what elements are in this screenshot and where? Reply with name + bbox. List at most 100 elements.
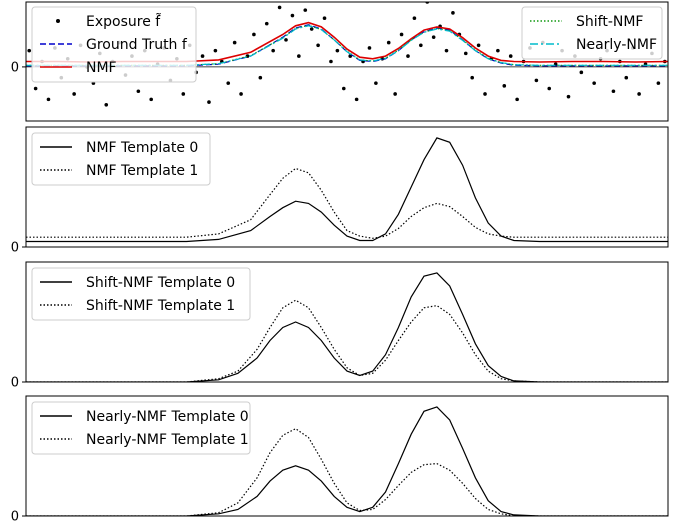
y-tick-label: 0: [11, 510, 19, 521]
legend-label: Ground Truth f: [86, 37, 188, 53]
data-point: [579, 70, 584, 75]
data-point: [181, 92, 186, 96]
legend-label: NMF Template 0: [86, 140, 198, 156]
axes-frame: [25, 126, 669, 248]
panel-top: 0 Exposure f̃ Ground Truth f NMF Shift-NMF Ne…: [11, 1, 669, 122]
data-point: [412, 16, 417, 21]
data-point: [277, 5, 282, 10]
data-point: [483, 92, 487, 96]
data-point: [637, 92, 641, 96]
data-point: [656, 81, 661, 85]
data-point: [547, 86, 552, 91]
data-point: [341, 86, 346, 91]
legend-label: Nearly-NMF Template 1: [86, 432, 249, 448]
data-point: [444, 48, 449, 53]
data-point: [496, 48, 500, 53]
data-point: [252, 32, 256, 37]
data-point: [406, 54, 410, 58]
legend: Exposure f̃ Ground Truth f NMF: [31, 6, 197, 83]
data-point: [226, 81, 231, 85]
data-point: [386, 40, 391, 45]
legend-label: NMF: [86, 60, 117, 76]
axes-frame: [25, 261, 669, 383]
data-point: [207, 100, 211, 104]
plot-area: [26, 406, 668, 516]
data-point: [290, 13, 295, 18]
legend-label: Shift-NMF Template 1: [86, 298, 235, 314]
y-tick-label: 0: [11, 60, 19, 75]
data-point: [239, 92, 243, 96]
legend-label: Exposure f̃: [86, 13, 161, 30]
legend: Nearly-NMF Template 0 Nearly-NMF Template…: [31, 401, 251, 455]
data-point: [451, 11, 455, 15]
plot-area: [26, 137, 668, 243]
data-point: [502, 84, 507, 88]
legend: Shift-NMF Nearly-NMF: [521, 6, 663, 60]
data-point: [303, 8, 308, 12]
legend-label: Nearly-NMF: [576, 37, 657, 53]
data-point: [367, 46, 372, 50]
data-point: [335, 48, 340, 53]
axes-frame: [25, 395, 669, 517]
legend-box: [31, 6, 197, 83]
legend-marker: [56, 19, 60, 23]
axes-frame: [25, 1, 669, 122]
data-point: [611, 89, 616, 94]
y-tick-label: 0: [11, 376, 19, 391]
data-point: [592, 81, 596, 85]
data-point: [46, 97, 51, 102]
data-point: [200, 54, 205, 58]
legend-box: [31, 132, 211, 186]
data-point: [104, 102, 109, 107]
data-point: [33, 86, 38, 91]
data-point: [508, 54, 513, 58]
data-point: [419, 43, 423, 48]
data-point: [374, 81, 378, 85]
series-nmf-template-1-line: [26, 167, 668, 239]
data-point: [136, 89, 141, 94]
data-point: [232, 40, 237, 45]
data-point: [534, 78, 539, 83]
legend-box: [31, 401, 251, 455]
legend-label: Shift-NMF: [576, 14, 643, 30]
data-point: [297, 54, 301, 58]
y-tick-label: 0: [11, 241, 19, 256]
data-point: [624, 75, 629, 80]
data-point: [72, 92, 76, 96]
data-point: [149, 97, 153, 102]
legend: Shift-NMF Template 0 Shift-NMF Template 1: [31, 267, 251, 321]
legend-box: [31, 267, 251, 321]
series-nmf-template-0-line: [26, 137, 668, 243]
panel-nmf-templates: 0 NMF Template 0 NMF Template 1: [11, 126, 669, 256]
data-point: [470, 75, 474, 80]
legend-box: [521, 6, 663, 60]
data-point: [316, 43, 320, 48]
data-point: [393, 92, 397, 96]
data-point: [271, 48, 275, 53]
data-point: [476, 43, 481, 48]
legend: NMF Template 0 NMF Template 1: [31, 132, 211, 186]
data-point: [329, 59, 333, 64]
legend-label: Nearly-NMF Template 0: [86, 409, 249, 425]
data-point: [566, 94, 571, 99]
series-nearly-nmf-template-0-line: [26, 406, 668, 516]
data-point: [309, 27, 314, 31]
legend-label: Shift-NMF Template 0: [86, 275, 235, 291]
panels: 0 Exposure f̃ Ground Truth f NMF Shift-NMF Ne…: [11, 1, 669, 521]
data-point: [258, 75, 263, 80]
series-shift-nmf-template-1-line: [26, 299, 668, 382]
series-shift-nmf-template-0-line: [26, 272, 668, 382]
data-point: [213, 48, 218, 53]
data-point: [463, 51, 468, 56]
data-point: [354, 97, 359, 102]
data-point: [264, 21, 269, 26]
data-point: [284, 38, 288, 42]
data-point: [515, 97, 519, 102]
data-point: [399, 32, 404, 37]
legend-label: NMF Template 1: [86, 163, 198, 179]
data-point: [431, 35, 436, 39]
data-point: [322, 16, 327, 21]
